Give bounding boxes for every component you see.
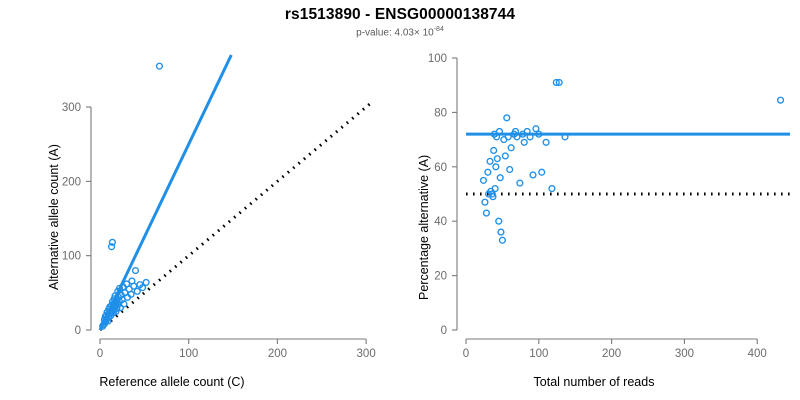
data-point [492, 163, 500, 171]
data-point [516, 179, 524, 187]
data-point [538, 168, 546, 176]
data-point [482, 209, 490, 217]
data-point [489, 193, 497, 201]
data-point [115, 284, 124, 292]
y-axis-tick-label: 200 [62, 176, 81, 188]
y-axis-label-right: Percentage alternative (A) [417, 154, 431, 300]
data-point [548, 184, 556, 193]
data-point [490, 146, 498, 155]
data-point [493, 155, 501, 163]
data-point [561, 133, 569, 141]
y-axis-tick-label: 80 [434, 107, 447, 119]
data-point [108, 238, 116, 246]
x-axis-tick-label: 300 [675, 348, 694, 360]
y-axis-label-left: Alternative allele count (A) [47, 144, 61, 290]
data-point [495, 217, 503, 225]
y-axis-tick-label: 60 [434, 162, 447, 174]
data-point [526, 133, 534, 141]
x-axis-tick-label: 0 [463, 348, 469, 360]
x-axis-tick-label: 300 [357, 348, 376, 360]
data-point [535, 130, 543, 138]
data-point [120, 300, 128, 308]
data-point [506, 165, 514, 174]
data-point [139, 284, 147, 292]
data-point [503, 114, 511, 122]
data-point [498, 236, 506, 244]
y-axis-tick-label: 0 [441, 325, 447, 337]
data-point [484, 168, 492, 176]
y-axis-tick-label: 20 [434, 271, 447, 283]
data-point [491, 184, 499, 193]
pvalue-subtitle: p-value: 4.03× 10-84 [0, 26, 800, 38]
data-point [532, 125, 540, 133]
data-point [504, 133, 512, 141]
data-point [486, 157, 494, 165]
data-point [112, 307, 120, 315]
pvalue-exponent: -84 [433, 26, 444, 33]
data-point [131, 266, 140, 275]
left-plot-canvas: 0 100 200 300 0 100 200 300 [62, 54, 376, 360]
page-title: rs1513890 - ENSG00000138744 [284, 6, 516, 23]
reference-line [99, 99, 375, 332]
scatter-panel-percentage: 0 100 200 300 400 0 20 40 60 80 100 Total number o… [400, 0, 800, 400]
y-axis-tick-label: 100 [428, 53, 447, 65]
data-point [113, 304, 121, 313]
x-axis-tick-label: 100 [179, 348, 198, 360]
data-point [507, 144, 515, 152]
x-axis-label-right: Total number of reads [533, 375, 655, 389]
y-axis-tick-label: 100 [62, 251, 81, 263]
data-point [513, 133, 521, 141]
data-point [142, 278, 150, 287]
right-plot-canvas: 0 100 200 300 400 0 20 40 60 80 100 [428, 53, 790, 360]
x-axis-tick-label: 0 [97, 348, 103, 360]
x-axis-tick-label: 200 [268, 348, 287, 360]
data-point [493, 133, 501, 141]
data-point [479, 176, 488, 184]
x-axis-label-left: Reference allele count (C) [99, 375, 245, 389]
data-point [497, 228, 505, 236]
data-point [107, 243, 116, 251]
data-point [776, 96, 785, 104]
x-axis-tick-label: 100 [529, 348, 548, 360]
scatter-panel-allele-counts: 0 100 200 300 0 100 200 300 Reference allele co… [47, 54, 376, 389]
data-point [529, 171, 537, 179]
data-point [555, 78, 563, 87]
y-axis-tick-label: 0 [75, 325, 81, 337]
x-axis-tick-label: 200 [602, 348, 621, 360]
y-axis-tick-label: 300 [62, 102, 81, 114]
data-point [520, 138, 528, 146]
data-point [130, 282, 138, 290]
data-point [496, 174, 504, 182]
data-point [481, 198, 489, 206]
data-point [127, 290, 135, 298]
data-point [133, 287, 141, 295]
data-point [495, 127, 504, 136]
pvalue-text: p-value: 4.03× 10 [356, 27, 434, 39]
data-point [501, 152, 509, 160]
x-axis-tick-label: 400 [748, 348, 767, 360]
data-point [116, 304, 124, 312]
data-point [542, 138, 550, 146]
data-point [523, 127, 531, 136]
data-point [552, 78, 560, 87]
y-axis-tick-label: 40 [434, 216, 447, 228]
data-point [155, 62, 164, 70]
